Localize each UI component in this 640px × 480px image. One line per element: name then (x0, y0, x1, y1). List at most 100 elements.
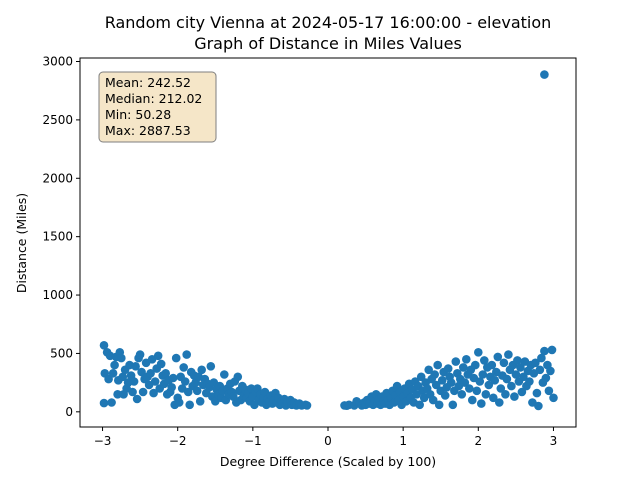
x-tick-label: 1 (399, 434, 407, 448)
data-point-64 (192, 386, 202, 396)
data-point-264 (547, 345, 557, 355)
data-point-38 (153, 351, 163, 361)
data-point-6 (107, 398, 116, 407)
x-tick-label: −1 (244, 434, 262, 448)
data-point-198 (448, 400, 458, 410)
data-point-35 (149, 388, 158, 398)
data-point-189 (434, 400, 444, 410)
data-point-266 (540, 70, 549, 79)
data-point-256 (535, 365, 545, 375)
data-point-224 (487, 360, 497, 370)
data-point-59 (185, 400, 194, 410)
data-point-200 (451, 357, 461, 366)
chart-title-line2: Graph of Distance in Miles Values (194, 34, 462, 53)
data-point-211 (468, 395, 477, 405)
data-point-176 (415, 400, 425, 410)
data-point-56 (180, 377, 190, 386)
data-point-132 (302, 401, 312, 410)
stats-median: Median: 212.02 (105, 91, 202, 106)
data-point-8 (110, 360, 119, 370)
data-point-209 (465, 384, 474, 393)
x-axis-ticks: −3 −2 −1 0 1 2 3 (94, 427, 558, 448)
data-point-28 (138, 387, 148, 397)
data-point-206 (460, 378, 470, 387)
x-tick-label: −3 (94, 434, 112, 448)
data-point-21 (128, 387, 137, 397)
data-point-185 (428, 395, 438, 405)
data-point-40 (156, 359, 166, 369)
data-point-259 (540, 346, 549, 356)
y-tick-label: 1000 (42, 288, 73, 302)
data-point-186 (430, 370, 440, 379)
data-point-215 (474, 348, 483, 357)
x-tick-label: 2 (474, 434, 482, 448)
data-point-197 (446, 378, 456, 387)
data-point-195 (443, 364, 453, 373)
y-tick-label: 2500 (42, 113, 73, 127)
data-point-254 (532, 388, 542, 398)
data-point-232 (499, 358, 509, 368)
data-point-225 (489, 393, 498, 403)
y-tick-label: 0 (65, 405, 73, 419)
data-point-33 (146, 369, 155, 378)
stats-max: Max: 2887.53 (105, 123, 191, 138)
data-point-13 (117, 353, 126, 363)
stats-box-background (98, 71, 217, 143)
data-point-219 (480, 356, 489, 365)
data-point-255 (534, 401, 543, 411)
y-tick-label: 500 (50, 346, 73, 360)
data-point-218 (478, 370, 488, 379)
stats-mean: Mean: 242.52 (105, 75, 191, 90)
data-point-262 (544, 386, 554, 396)
data-point-230 (496, 384, 506, 393)
data-point-55 (179, 363, 188, 372)
data-point-244 (517, 387, 527, 397)
data-point-91 (233, 372, 243, 382)
data-point-245 (519, 372, 528, 382)
data-point-177 (416, 372, 426, 382)
data-point-57 (182, 350, 191, 359)
data-point-226 (490, 376, 500, 385)
x-tick-label: 0 (324, 434, 332, 448)
data-point-205 (459, 363, 468, 372)
data-point-48 (168, 373, 178, 383)
data-point-233 (501, 390, 510, 399)
data-point-66 (195, 397, 205, 406)
data-point-234 (502, 374, 512, 384)
data-point-0 (99, 341, 109, 350)
data-point-27 (137, 367, 146, 377)
y-axis-label: Distance (Miles) (14, 193, 29, 293)
data-point-43 (161, 369, 170, 378)
data-point-73 (206, 362, 216, 371)
y-tick-label: 2000 (42, 171, 73, 185)
data-point-22 (129, 377, 139, 386)
data-point-220 (481, 390, 491, 399)
data-point-239 (510, 392, 519, 401)
data-point-191 (437, 376, 447, 385)
data-point-24 (132, 394, 142, 404)
y-tick-label: 3000 (42, 55, 73, 69)
chart-title-line1: Random city Vienna at 2024-05-17 16:00:0… (105, 13, 552, 32)
data-point-50 (171, 353, 181, 363)
data-point-229 (495, 398, 504, 407)
data-point-265 (549, 393, 558, 403)
data-point-58 (183, 387, 193, 397)
data-point-237 (507, 381, 516, 391)
data-point-182 (424, 365, 434, 375)
x-tick-label: 3 (550, 434, 558, 448)
data-point-67 (197, 365, 206, 375)
stats-min: Min: 50.28 (105, 107, 171, 122)
data-point-235 (504, 350, 513, 359)
data-point-240 (511, 370, 521, 379)
data-point-213 (471, 360, 480, 370)
y-tick-label: 1500 (42, 230, 73, 244)
data-point-243 (516, 363, 525, 372)
data-point-228 (493, 352, 503, 362)
data-point-26 (135, 350, 145, 359)
data-point-14 (118, 372, 128, 382)
data-point-82 (220, 370, 229, 379)
data-point-4 (104, 374, 113, 384)
data-point-23 (131, 362, 140, 371)
data-point-36 (150, 377, 160, 386)
data-point-249 (525, 377, 534, 386)
